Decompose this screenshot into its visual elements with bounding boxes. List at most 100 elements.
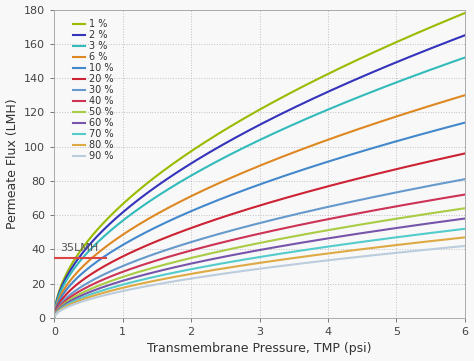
Line: 20 %: 20 %	[54, 153, 465, 318]
3 %	[350, 97, 356, 101]
40 %	[350, 212, 356, 217]
X-axis label: Transmembrane Pressure, TMP (psi): Transmembrane Pressure, TMP (psi)	[147, 343, 372, 356]
Line: 40 %: 40 %	[54, 195, 465, 318]
50 %	[310, 231, 316, 235]
Legend: 1 %, 2 %, 3 %, 6 %, 10 %, 20 %, 30 %, 40 %, 50 %, 60 %, 70 %, 80 %, 90 %: 1 %, 2 %, 3 %, 6 %, 10 %, 20 %, 30 %, 40…	[72, 17, 116, 163]
70 %	[101, 288, 107, 292]
20 %	[310, 188, 316, 193]
3 %	[310, 114, 316, 118]
30 %	[348, 200, 354, 204]
10 %	[348, 152, 354, 157]
70 %	[462, 227, 468, 231]
60 %	[348, 232, 354, 237]
1 %	[51, 316, 57, 320]
20 %	[350, 178, 356, 182]
80 %	[185, 272, 191, 277]
90 %	[185, 277, 191, 281]
6 %	[101, 246, 107, 251]
20 %	[51, 316, 57, 320]
Line: 1 %: 1 %	[54, 13, 465, 318]
2 %	[462, 33, 468, 38]
1 %	[214, 132, 220, 137]
Line: 10 %: 10 %	[54, 123, 465, 318]
90 %	[101, 293, 107, 297]
2 %	[185, 163, 191, 168]
10 %	[350, 152, 356, 156]
10 %	[310, 164, 316, 169]
2 %	[310, 97, 316, 101]
2 %	[348, 79, 354, 84]
30 %	[185, 241, 191, 245]
30 %	[310, 208, 316, 213]
40 %	[462, 192, 468, 197]
60 %	[350, 232, 356, 237]
60 %	[462, 216, 468, 221]
3 %	[101, 234, 107, 239]
Line: 70 %: 70 %	[54, 229, 465, 318]
1 %	[350, 60, 356, 64]
50 %	[214, 250, 220, 254]
60 %	[101, 285, 107, 289]
3 %	[51, 316, 57, 320]
10 %	[462, 121, 468, 125]
50 %	[350, 224, 356, 228]
3 %	[462, 55, 468, 60]
6 %	[214, 182, 220, 186]
6 %	[462, 93, 468, 97]
1 %	[348, 61, 354, 65]
70 %	[185, 268, 191, 272]
Y-axis label: Permeate Flux (LMH): Permeate Flux (LMH)	[6, 99, 18, 229]
40 %	[214, 242, 220, 246]
Line: 2 %: 2 %	[54, 35, 465, 318]
70 %	[350, 241, 356, 245]
60 %	[185, 262, 191, 266]
3 %	[185, 175, 191, 179]
20 %	[462, 151, 468, 156]
3 %	[214, 159, 220, 164]
90 %	[350, 255, 356, 260]
6 %	[350, 129, 356, 133]
40 %	[51, 316, 57, 320]
70 %	[310, 247, 316, 251]
6 %	[51, 316, 57, 320]
50 %	[101, 282, 107, 286]
Line: 6 %: 6 %	[54, 95, 465, 318]
6 %	[348, 130, 354, 134]
80 %	[348, 248, 354, 253]
80 %	[462, 235, 468, 240]
60 %	[310, 239, 316, 243]
20 %	[214, 217, 220, 221]
1 %	[462, 11, 468, 15]
6 %	[185, 196, 191, 200]
1 %	[310, 79, 316, 84]
50 %	[51, 316, 57, 320]
3 %	[348, 98, 354, 103]
30 %	[214, 232, 220, 237]
90 %	[310, 260, 316, 264]
Line: 80 %: 80 %	[54, 238, 465, 318]
Line: 50 %: 50 %	[54, 208, 465, 318]
50 %	[462, 206, 468, 210]
10 %	[101, 255, 107, 259]
Text: 35LMH: 35LMH	[60, 243, 98, 253]
90 %	[348, 256, 354, 260]
30 %	[51, 316, 57, 320]
90 %	[462, 244, 468, 248]
1 %	[101, 221, 107, 225]
10 %	[51, 316, 57, 320]
Line: 60 %: 60 %	[54, 218, 465, 318]
80 %	[350, 248, 356, 252]
30 %	[462, 177, 468, 181]
20 %	[185, 227, 191, 231]
90 %	[51, 316, 57, 320]
20 %	[101, 264, 107, 269]
Line: 90 %: 90 %	[54, 246, 465, 318]
2 %	[101, 227, 107, 232]
Line: 3 %: 3 %	[54, 57, 465, 318]
80 %	[214, 268, 220, 272]
60 %	[214, 256, 220, 260]
1 %	[185, 151, 191, 156]
50 %	[185, 257, 191, 261]
70 %	[51, 316, 57, 320]
40 %	[101, 277, 107, 282]
